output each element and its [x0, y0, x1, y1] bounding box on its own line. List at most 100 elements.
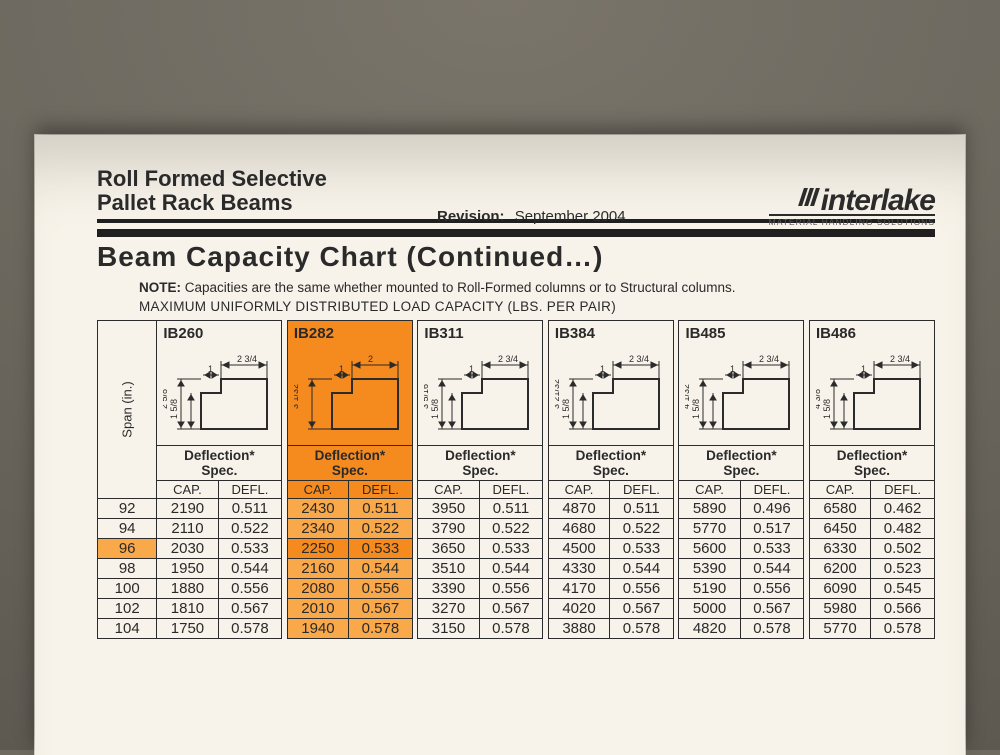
defl-cell: 0.522	[610, 518, 674, 538]
flange-dim: 2 3/4	[890, 354, 910, 364]
sub-defl: DEFL.	[871, 480, 935, 498]
step-dim: 1	[469, 364, 474, 374]
cap-cell: 2080	[287, 578, 348, 598]
defl-cell: 0.533	[740, 538, 804, 558]
flange-dim: 2 3/4	[629, 354, 649, 364]
defl-cell: 0.462	[871, 498, 935, 518]
step-dim: 1	[600, 364, 605, 374]
beam-header-IB311: IB311 2 3/4 1 3 5/16	[418, 320, 543, 445]
defl-cell: 0.567	[610, 598, 674, 618]
cap-cell: 3510	[418, 558, 479, 578]
height-b-dim: 1 5/8	[430, 399, 440, 419]
defl-cell: 0.567	[740, 598, 804, 618]
capacity-table: Span (in.) IB260 2 3/4 1	[97, 320, 935, 639]
cap-cell: 5600	[679, 538, 740, 558]
defl-cell: 0.522	[479, 518, 543, 538]
sub-cap: CAP.	[548, 480, 609, 498]
defl-cell: 0.496	[740, 498, 804, 518]
defl-cell: 0.545	[871, 578, 935, 598]
revision-value: September 2004	[515, 208, 626, 225]
defl-cell: 0.544	[218, 558, 282, 578]
revision: Revision: September 2004	[437, 208, 626, 225]
table-row: 1021810 0.5672010 0.5673270 0.5674020 0.…	[98, 598, 935, 618]
cap-cell: 2030	[157, 538, 218, 558]
beam-profile-icon: 2 3/4 1 3 21/32 1 5/8	[555, 351, 673, 441]
defl-cell: 0.482	[871, 518, 935, 538]
defl-cell: 0.511	[349, 498, 413, 518]
cap-cell: 2010	[287, 598, 348, 618]
step-dim: 1	[730, 364, 735, 374]
deflection-header: Deflection*Spec.	[418, 445, 543, 480]
cap-cell: 1940	[287, 618, 348, 638]
sub-defl: DEFL.	[479, 480, 543, 498]
sub-cap: CAP.	[418, 480, 479, 498]
cap-cell: 4500	[548, 538, 609, 558]
flange-dim: 2	[368, 354, 373, 364]
note-caps: MAXIMUM UNIFORMLY DISTRIBUTED LOAD CAPAC…	[139, 299, 616, 314]
table-row: 1001880 0.5562080 0.5563390 0.5564170 0.…	[98, 578, 935, 598]
cap-cell: 6330	[809, 538, 870, 558]
sub-cap: CAP.	[809, 480, 870, 498]
defl-cell: 0.544	[349, 558, 413, 578]
cap-cell: 1810	[157, 598, 218, 618]
defl-cell: 0.556	[349, 578, 413, 598]
cap-cell: 5000	[679, 598, 740, 618]
cap-cell: 4170	[548, 578, 609, 598]
deflection-header: Deflection*Spec.	[287, 445, 412, 480]
defl-cell: 0.511	[479, 498, 543, 518]
cap-cell: 5390	[679, 558, 740, 578]
height-b-dim: 1 5/8	[691, 399, 701, 419]
span-value: 92	[98, 498, 157, 518]
span-value: 96	[98, 538, 157, 558]
span-value: 104	[98, 618, 157, 638]
defl-cell: 0.522	[349, 518, 413, 538]
title-line2: Pallet Rack Beams	[97, 190, 293, 215]
defl-cell: 0.511	[610, 498, 674, 518]
brand-name: interlake	[821, 184, 935, 217]
cap-cell: 4820	[679, 618, 740, 638]
span-value: 94	[98, 518, 157, 538]
defl-cell: 0.533	[479, 538, 543, 558]
cap-cell: 4330	[548, 558, 609, 578]
cap-cell: 4020	[548, 598, 609, 618]
revision-label: Revision:	[437, 208, 505, 225]
deflection-header: Deflection*Spec.	[157, 445, 282, 480]
cap-cell: 1950	[157, 558, 218, 578]
beam-profile-icon: 2 3/4 1 4 3/8 1 5/8	[816, 351, 934, 441]
beam-header-IB486: IB486 2 3/4 1 4 3/8	[809, 320, 934, 445]
step-dim: 1	[861, 364, 866, 374]
cap-cell: 3880	[548, 618, 609, 638]
defl-cell: 0.511	[218, 498, 282, 518]
defl-cell: 0.567	[479, 598, 543, 618]
flange-dim: 2 3/4	[759, 354, 779, 364]
defl-cell: 0.567	[218, 598, 282, 618]
sub-defl: DEFL.	[610, 480, 674, 498]
height-b-dim: 1 5/8	[561, 399, 571, 419]
defl-cell: 0.556	[218, 578, 282, 598]
table-row: 981950 0.5442160 0.5443510 0.5444330 0.5…	[98, 558, 935, 578]
step-dim: 1	[339, 364, 344, 374]
step-dim: 1	[208, 364, 213, 374]
cap-cell: 6200	[809, 558, 870, 578]
table-row: 942110 0.5222340 0.5223790 0.5224680 0.5…	[98, 518, 935, 538]
beam-header-IB260: IB260 2 3/4 1 2 5/8	[157, 320, 282, 445]
cap-cell: 3390	[418, 578, 479, 598]
cap-cell: 3150	[418, 618, 479, 638]
section-title: Beam Capacity Chart (Continued…)	[97, 241, 935, 273]
cap-cell: 5980	[809, 598, 870, 618]
height-b-dim: 1 5/8	[822, 399, 832, 419]
defl-cell: 0.533	[610, 538, 674, 558]
sub-cap: CAP.	[157, 480, 218, 498]
defl-cell: 0.556	[610, 578, 674, 598]
span-header: Span (in.)	[98, 320, 157, 498]
header-rule-thick	[97, 229, 935, 237]
cap-cell: 6580	[809, 498, 870, 518]
brand-logo: interlake MATERIAL HANDLING SOLUTIONS	[769, 184, 935, 227]
sub-cap: CAP.	[287, 480, 348, 498]
span-value: 100	[98, 578, 157, 598]
cap-cell: 1750	[157, 618, 218, 638]
beam-header-IB485: IB485 2 3/4 1 4 1/32	[679, 320, 804, 445]
defl-cell: 0.578	[610, 618, 674, 638]
cap-cell: 1880	[157, 578, 218, 598]
deflection-header: Deflection*Spec.	[809, 445, 934, 480]
